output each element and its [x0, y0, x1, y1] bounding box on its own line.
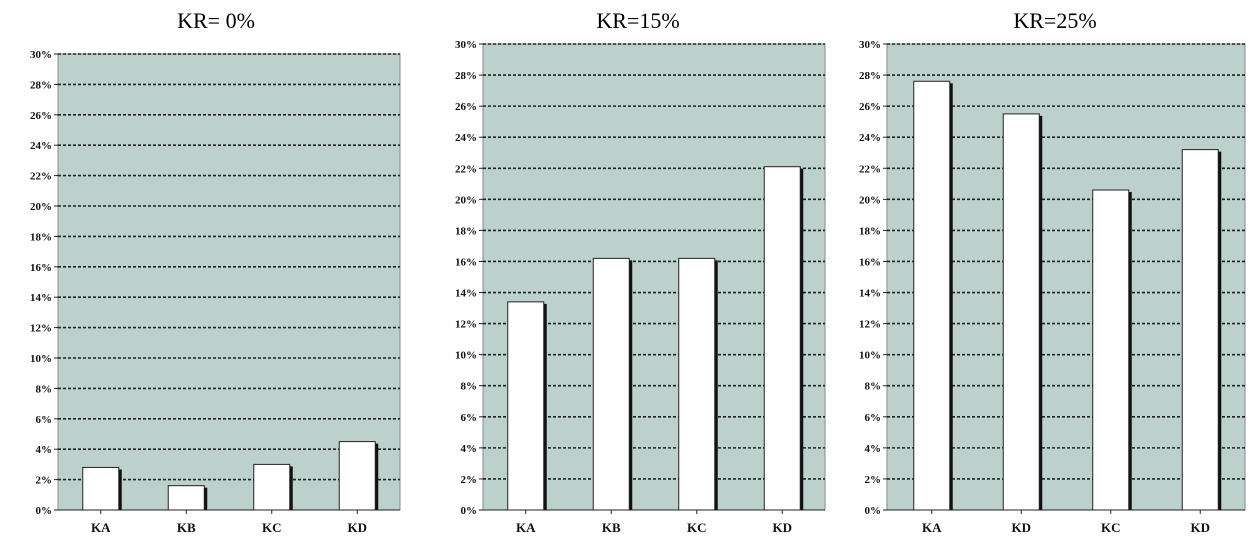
x-tick-label: KC	[687, 520, 707, 535]
chart-svg-kr-15: KR=15% 0% 2% 4% 6% 8% 10% 12% 14% 16% 18% 20% 22% 24%…	[455, 8, 826, 535]
y-tick-label: 16%	[455, 256, 477, 268]
x-tick-label: KD	[1012, 520, 1032, 535]
bar-ka	[82, 466, 120, 511]
y-tick-label: 0%	[865, 505, 882, 517]
chart-title: KR=25%	[1013, 8, 1096, 33]
bar-kc	[678, 257, 716, 511]
y-tick-label: 10%	[859, 350, 881, 362]
y-tick-label: 20%	[455, 194, 477, 206]
y-tick-label: 24%	[455, 132, 477, 144]
bar-kc	[1092, 189, 1130, 511]
y-tick-label: 18%	[859, 225, 881, 237]
chart-title: KR= 0%	[177, 8, 255, 33]
y-tick-label: 26%	[30, 110, 52, 122]
y-tick-label: 16%	[859, 256, 881, 268]
y-tick-label: 20%	[859, 194, 881, 206]
y-tick-label: 6%	[461, 412, 478, 424]
y-tick-label: 4%	[865, 443, 882, 455]
y-tick-label: 6%	[865, 412, 882, 424]
y-tick-label: 14%	[455, 288, 477, 300]
y-tick-label: 20%	[30, 201, 52, 213]
y-tick-label: 12%	[455, 319, 477, 331]
bar-kb	[167, 485, 205, 511]
y-tick-label: 10%	[455, 350, 477, 362]
x-tick-label: KB	[177, 520, 196, 535]
bar-ka	[507, 301, 545, 511]
y-tick-label: 26%	[859, 101, 881, 113]
y-tick-label: 2%	[461, 474, 478, 486]
y-tick-label: 22%	[455, 163, 477, 175]
plot-area	[57, 53, 401, 511]
chart-kr-15: KR=15% 0% 2% 4% 6% 8% 10% 12% 14% 16% 18% 20% 22% 24%…	[420, 0, 835, 545]
y-tick-label: 28%	[859, 70, 881, 82]
bar-kb	[592, 257, 630, 511]
y-tick-label: 30%	[455, 39, 477, 51]
y-tick-label: 18%	[455, 225, 477, 237]
bar-kd	[1181, 149, 1219, 511]
x-tick-label: KD	[773, 520, 793, 535]
y-tick-label: 16%	[30, 262, 52, 274]
x-tick-label: KA	[922, 520, 942, 535]
x-tick-label: KD	[1191, 520, 1211, 535]
y-tick-label: 14%	[30, 292, 52, 304]
chart-title: KR=15%	[596, 8, 679, 33]
bar-ka	[913, 80, 951, 511]
y-tick-label: 0%	[461, 505, 478, 517]
bar-kc	[253, 463, 291, 511]
y-tick-label: 30%	[30, 49, 52, 61]
x-tick-label: KC	[262, 520, 282, 535]
y-tick-label: 24%	[859, 132, 881, 144]
y-tick-label: 14%	[859, 288, 881, 300]
bar-kb	[1002, 113, 1040, 511]
bar-kd	[763, 166, 801, 511]
y-tick-label: 24%	[30, 140, 52, 152]
chart-svg-kr-0: KR= 0% 0% 2% 4% 6% 8% 10% 12% 14% 16% 18% 20% 22% 24%…	[30, 8, 401, 535]
y-tick-label: 8%	[36, 383, 53, 395]
y-tick-label: 2%	[36, 475, 53, 487]
y-tick-label: 28%	[455, 70, 477, 82]
x-tick-label: KD	[348, 520, 368, 535]
x-tick-label: KA	[516, 520, 536, 535]
x-tick-label: KC	[1101, 520, 1121, 535]
y-tick-label: 2%	[865, 474, 882, 486]
y-tick-label: 4%	[36, 444, 53, 456]
bar-kd	[338, 441, 376, 511]
y-tick-label: 30%	[859, 39, 881, 51]
chart-svg-kr-25: KR=25% 0% 2% 4% 6% 8% 10% 12% 14% 16% 18% 20% 22% 24%…	[859, 8, 1246, 535]
y-tick-label: 8%	[865, 381, 882, 393]
chart-kr-0: KR= 0% 0% 2% 4% 6% 8% 10% 12% 14% 16% 18% 20% 22% 24%…	[0, 0, 415, 545]
y-tick-label: 22%	[859, 163, 881, 175]
y-tick-label: 4%	[461, 443, 478, 455]
y-tick-label: 6%	[36, 414, 53, 426]
y-tick-label: 12%	[30, 323, 52, 335]
x-tick-label: KA	[91, 520, 111, 535]
y-tick-label: 8%	[461, 381, 478, 393]
y-tick-label: 12%	[859, 319, 881, 331]
chart-kr-25: KR=25% 0% 2% 4% 6% 8% 10% 12% 14% 16% 18% 20% 22% 24%…	[840, 0, 1250, 545]
y-tick-label: 0%	[36, 505, 53, 517]
y-tick-label: 10%	[30, 353, 52, 365]
x-tick-label: KB	[602, 520, 621, 535]
y-tick-label: 26%	[455, 101, 477, 113]
y-tick-label: 18%	[30, 231, 52, 243]
y-tick-label: 28%	[30, 79, 52, 91]
y-tick-label: 22%	[30, 171, 52, 183]
